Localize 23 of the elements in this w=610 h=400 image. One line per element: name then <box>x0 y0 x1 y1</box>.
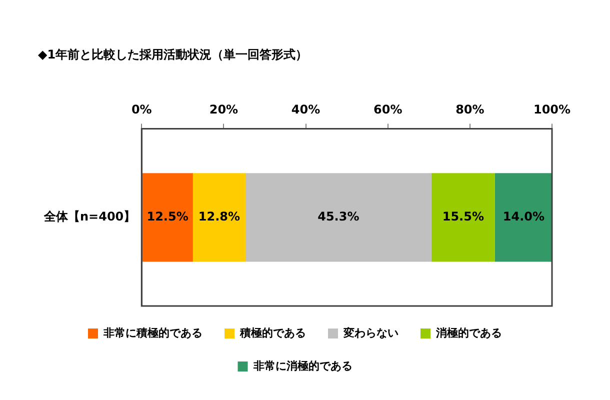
x-tick-label: 40% <box>291 102 320 117</box>
legend-label: 非常に消極的である <box>252 359 352 372</box>
legend-label: 積極的である <box>239 326 306 340</box>
legend-label: 非常に積極的である <box>102 326 202 340</box>
bar <box>431 173 495 262</box>
data-label: 12.5% <box>146 210 188 224</box>
data-label: 12.8% <box>198 210 240 224</box>
y-tick-label: 全体【n=400】 <box>42 210 136 224</box>
x-tick-label: 60% <box>373 102 402 117</box>
chart-title: ◆1年前と比較した採用活動状況（単一回答形式） <box>38 47 308 62</box>
bar <box>142 173 193 262</box>
bar <box>245 173 432 262</box>
bar <box>192 173 246 262</box>
data-label: 45.3% <box>318 210 360 224</box>
bar <box>494 173 552 262</box>
x-tick-label: 20% <box>209 102 238 117</box>
legend-label: 消極的である <box>435 326 502 340</box>
data-label: 14.0% <box>502 210 545 224</box>
legend-label: 変わらない <box>342 326 398 340</box>
x-tick-label: 100% <box>533 102 571 117</box>
x-tick-label: 0% <box>131 102 152 117</box>
data-label: 15.5% <box>442 210 484 224</box>
x-tick-label: 80% <box>456 102 484 117</box>
